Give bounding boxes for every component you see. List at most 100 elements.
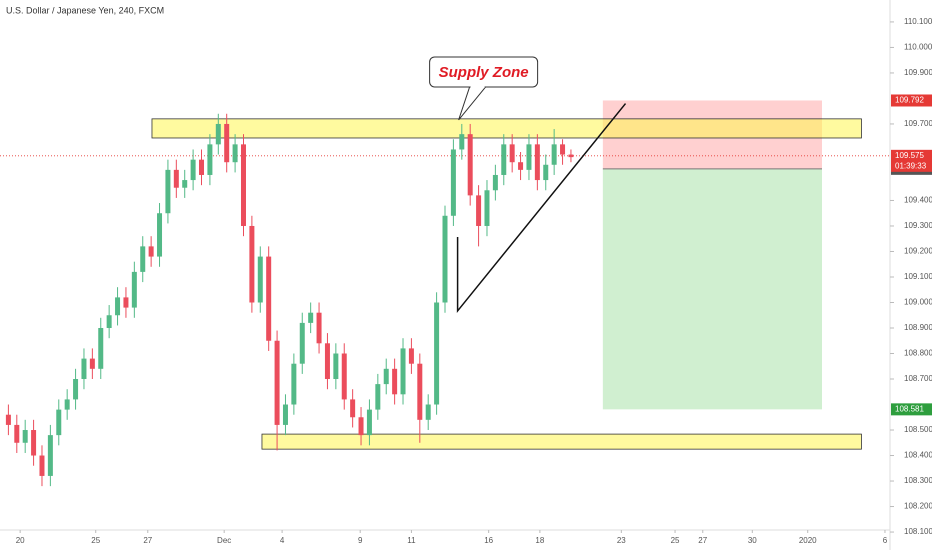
x-tick-label: 4	[280, 536, 285, 545]
candle-body	[375, 384, 381, 410]
candle-body	[31, 430, 37, 456]
stop-badge	[891, 94, 932, 107]
candle-body	[333, 353, 339, 380]
candle-body	[224, 123, 230, 163]
target-badge	[891, 403, 932, 416]
candle-body	[98, 327, 104, 369]
candle-body	[501, 144, 507, 175]
candle-body	[140, 246, 146, 272]
y-tick-label: 108.700	[904, 374, 932, 383]
candle-body	[467, 134, 473, 196]
y-tick-label: 108.300	[904, 476, 932, 485]
x-tick-label: 25	[671, 536, 680, 545]
candle-body	[408, 348, 414, 364]
candle-body	[324, 343, 330, 380]
candle-body	[366, 409, 372, 436]
candle-body	[476, 195, 482, 226]
y-tick-label: 109.100	[904, 272, 932, 281]
y-tick-label: 109.900	[904, 68, 932, 77]
candle-body	[215, 123, 221, 145]
candle-body	[73, 379, 79, 400]
candle-body	[106, 315, 112, 328]
candle-body	[459, 134, 465, 150]
y-tick-label: 108.400	[904, 451, 932, 460]
y-tick-label: 108.800	[904, 349, 932, 358]
candle-body	[568, 154, 574, 158]
candle-body	[450, 149, 456, 216]
candle-body	[282, 404, 288, 425]
x-tick-label: 30	[748, 536, 757, 545]
candle-body	[249, 225, 255, 303]
y-tick-label: 109.300	[904, 221, 932, 230]
y-tick-label: 110.000	[904, 43, 932, 52]
candle-body	[199, 159, 205, 175]
candle-body	[400, 348, 406, 395]
x-tick-label: 11	[407, 536, 416, 545]
candle-body	[81, 358, 87, 380]
candle-body	[442, 215, 448, 303]
y-tick-label: 108.900	[904, 323, 932, 332]
candle-body	[22, 430, 28, 443]
candle-body	[257, 256, 263, 303]
candle-body	[148, 246, 154, 257]
x-tick-label: 23	[617, 536, 626, 545]
candle-body	[308, 312, 314, 323]
y-tick-label: 110.100	[904, 17, 932, 26]
candle-body	[165, 169, 171, 214]
candle-body	[492, 174, 498, 191]
candle-body	[115, 297, 121, 316]
stop-badge-label: 109.792	[895, 96, 924, 105]
candle-body	[484, 190, 490, 226]
candle-body	[543, 164, 549, 181]
candle-body	[534, 144, 540, 181]
candle-body	[89, 358, 95, 369]
chart-title: U.S. Dollar / Japanese Yen, 240, FXCM	[6, 5, 164, 15]
y-tick-label: 109.400	[904, 196, 932, 205]
candle-body	[392, 368, 398, 395]
candle-body	[47, 435, 53, 476]
y-tick-label: 108.500	[904, 425, 932, 434]
last-price-badge	[891, 149, 932, 162]
x-tick-label: 25	[91, 536, 100, 545]
candle-body	[383, 368, 389, 385]
x-tick-label: Dec	[217, 536, 231, 545]
candle-body	[5, 414, 11, 425]
candle-body	[425, 404, 431, 420]
candle-body	[14, 424, 20, 443]
callout-pointer	[458, 86, 487, 121]
candle-body	[157, 213, 163, 257]
y-tick-label: 109.000	[904, 298, 932, 307]
zone	[151, 118, 862, 139]
candle-body	[526, 144, 532, 170]
candle-body	[299, 322, 305, 364]
x-tick-label: 18	[535, 536, 544, 545]
x-tick-label: 9	[358, 536, 363, 545]
target-zone	[602, 168, 822, 410]
x-tick-label: 2020	[799, 536, 817, 545]
x-tick-label: 20	[16, 536, 25, 545]
candle-body	[358, 417, 364, 436]
candle-body	[417, 363, 423, 420]
candle-body	[341, 353, 347, 400]
candle-body	[39, 455, 45, 476]
y-tick-label: 108.100	[904, 527, 932, 536]
candle-body	[266, 256, 272, 341]
candle-body	[64, 399, 70, 410]
candle-body	[316, 312, 322, 344]
candle-body	[56, 409, 62, 436]
countdown-badge	[891, 160, 932, 172]
y-tick-label: 109.700	[904, 119, 932, 128]
candle-body	[123, 297, 129, 308]
candle-body	[518, 162, 524, 170]
x-tick-label: 27	[698, 536, 707, 545]
callout-patch	[470, 84, 485, 88]
candle-body	[190, 159, 196, 181]
candle-body	[350, 399, 356, 418]
candle-body	[182, 180, 188, 188]
candle-body	[509, 144, 515, 163]
candle-body	[560, 144, 566, 155]
x-tick-label: 6	[883, 536, 888, 545]
candle-body	[551, 144, 557, 165]
candle-body	[131, 271, 137, 308]
